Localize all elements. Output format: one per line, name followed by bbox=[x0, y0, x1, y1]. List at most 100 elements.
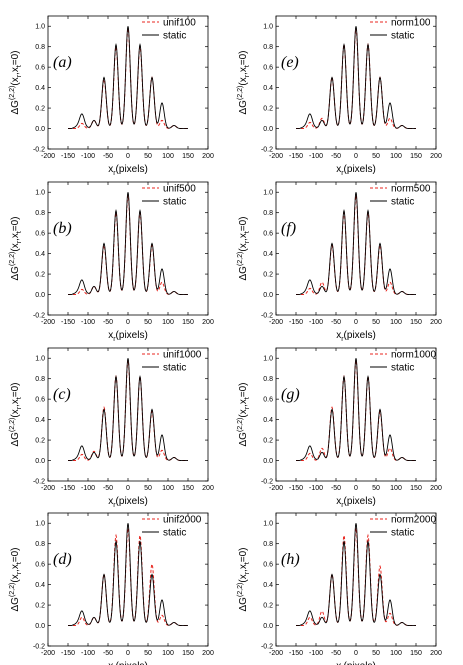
panel-label: (c) bbox=[53, 386, 71, 403]
x-tick-label: 50 bbox=[372, 485, 380, 492]
x-tick-label: -50 bbox=[331, 319, 341, 326]
x-tick-label: 50 bbox=[144, 485, 152, 492]
y-tick-label: 0.4 bbox=[263, 251, 273, 258]
x-tick-label: 200 bbox=[202, 650, 214, 657]
x-tick-label: -150 bbox=[61, 650, 75, 657]
x-tick-label: 150 bbox=[410, 319, 422, 326]
x-tick-label: 200 bbox=[202, 153, 214, 160]
x-tick-label: -50 bbox=[331, 650, 341, 657]
x-tick-label: 200 bbox=[430, 485, 442, 492]
x-tick-label: 0 bbox=[354, 319, 358, 326]
y-tick-label: 1.0 bbox=[35, 24, 45, 31]
panel-label: (d) bbox=[53, 551, 72, 568]
x-tick-label: -200 bbox=[41, 485, 55, 492]
x-tick-label: 0 bbox=[354, 485, 358, 492]
y-tick-label: 0.6 bbox=[35, 231, 45, 238]
x-tick-label: -100 bbox=[309, 485, 323, 492]
y-tick-label: 0.6 bbox=[263, 397, 273, 404]
y-tick-label: -0.2 bbox=[33, 479, 45, 486]
y-tick-label: 0.4 bbox=[263, 417, 273, 424]
legend-label: static bbox=[391, 197, 414, 208]
x-tick-label: -100 bbox=[81, 650, 95, 657]
panel-label: (e) bbox=[281, 54, 299, 71]
legend-label: norm2000 bbox=[391, 515, 436, 526]
y-tick-label: 0.8 bbox=[263, 541, 273, 548]
x-tick-label: 150 bbox=[410, 650, 422, 657]
legend-label: unif100 bbox=[163, 18, 196, 29]
y-tick-label: 0.8 bbox=[263, 376, 273, 383]
y-tick-label: 0.2 bbox=[263, 272, 273, 279]
legend-label: unif2000 bbox=[163, 515, 202, 526]
x-tick-label: -100 bbox=[81, 153, 95, 160]
panel-label: (b) bbox=[53, 220, 72, 237]
legend-label: norm1000 bbox=[391, 350, 436, 361]
x-axis-title: xr(pixels) bbox=[108, 330, 148, 343]
series-line-dynamic bbox=[296, 360, 416, 462]
x-tick-label: -50 bbox=[103, 319, 113, 326]
series-line-dynamic bbox=[68, 528, 188, 627]
x-tick-label: -200 bbox=[269, 319, 283, 326]
y-tick-label: 1.0 bbox=[35, 521, 45, 528]
y-tick-label: -0.2 bbox=[33, 313, 45, 320]
y-tick-label: 0.8 bbox=[263, 210, 273, 217]
x-tick-label: 0 bbox=[126, 650, 130, 657]
y-axis-title: ΔG(2,2)(xr,xt=0) bbox=[237, 50, 251, 114]
y-tick-label: 0.2 bbox=[35, 438, 45, 445]
x-tick-label: -100 bbox=[81, 485, 95, 492]
x-tick-label: -100 bbox=[309, 650, 323, 657]
series-line-static bbox=[296, 358, 416, 461]
x-axis-title: xr(pixels) bbox=[108, 164, 148, 177]
x-tick-label: 200 bbox=[202, 485, 214, 492]
x-tick-label: 100 bbox=[162, 319, 174, 326]
y-tick-label: 0.8 bbox=[35, 541, 45, 548]
y-tick-label: 0.2 bbox=[263, 438, 273, 445]
x-tick-label: 100 bbox=[162, 153, 174, 160]
y-tick-label: 0.4 bbox=[35, 85, 45, 92]
panel-label: (f) bbox=[281, 220, 296, 237]
x-tick-label: -50 bbox=[103, 485, 113, 492]
y-axis-title: ΔG(2,2)(xr,xt=0) bbox=[237, 216, 251, 280]
series-line-static bbox=[296, 523, 416, 626]
x-tick-label: -100 bbox=[81, 319, 95, 326]
y-tick-label: 0.8 bbox=[35, 376, 45, 383]
x-tick-label: 50 bbox=[144, 153, 152, 160]
x-axis-title: xr(pixels) bbox=[108, 496, 148, 509]
legend-label: static bbox=[163, 363, 186, 374]
y-tick-label: 0.2 bbox=[35, 272, 45, 279]
y-tick-label: -0.2 bbox=[261, 313, 273, 320]
y-axis-title: ΔG(2,2)(xr,xt=0) bbox=[9, 50, 23, 114]
x-tick-label: 0 bbox=[126, 319, 130, 326]
y-axis-title: ΔG(2,2)(xr,xt=0) bbox=[9, 216, 23, 280]
chart-panel: -200 -150 -100 -50 0 50 100 150 200 -0.2 0.0 0.2 0.4… bbox=[9, 15, 214, 177]
x-tick-label: -150 bbox=[61, 153, 75, 160]
y-axis-title: ΔG(2,2)(xr,xt=0) bbox=[9, 382, 23, 446]
x-tick-label: -200 bbox=[269, 153, 283, 160]
legend-label: static bbox=[391, 363, 414, 374]
y-axis-title: ΔG(2,2)(xr,xt=0) bbox=[237, 382, 251, 446]
legend-label: static bbox=[163, 197, 186, 208]
x-tick-label: -200 bbox=[41, 650, 55, 657]
legend-label: static bbox=[391, 31, 414, 42]
series-line-static bbox=[296, 192, 416, 295]
x-tick-label: -200 bbox=[41, 153, 55, 160]
panel-label: (a) bbox=[53, 54, 72, 71]
y-tick-label: 0.0 bbox=[263, 292, 273, 299]
x-tick-label: -50 bbox=[103, 650, 113, 657]
x-tick-label: -50 bbox=[103, 153, 113, 160]
chart-panel: -200 -150 -100 -50 0 50 100 150 200 -0.2 0.0 0.2 0.4… bbox=[9, 512, 214, 665]
series-line-static bbox=[68, 192, 188, 295]
x-tick-label: -150 bbox=[289, 319, 303, 326]
y-tick-label: 0.4 bbox=[35, 582, 45, 589]
x-tick-label: 200 bbox=[430, 319, 442, 326]
y-tick-label: 0.4 bbox=[263, 85, 273, 92]
x-tick-label: -50 bbox=[331, 153, 341, 160]
x-tick-label: 100 bbox=[162, 485, 174, 492]
x-axis-title: xr(pixels) bbox=[336, 661, 376, 665]
y-tick-label: 1.0 bbox=[263, 190, 273, 197]
panel-label: (h) bbox=[281, 551, 300, 568]
x-tick-label: 50 bbox=[372, 153, 380, 160]
series-line-dynamic bbox=[296, 28, 416, 130]
series-line-static bbox=[68, 26, 188, 129]
x-tick-label: -150 bbox=[61, 485, 75, 492]
y-tick-label: 0.4 bbox=[35, 251, 45, 258]
